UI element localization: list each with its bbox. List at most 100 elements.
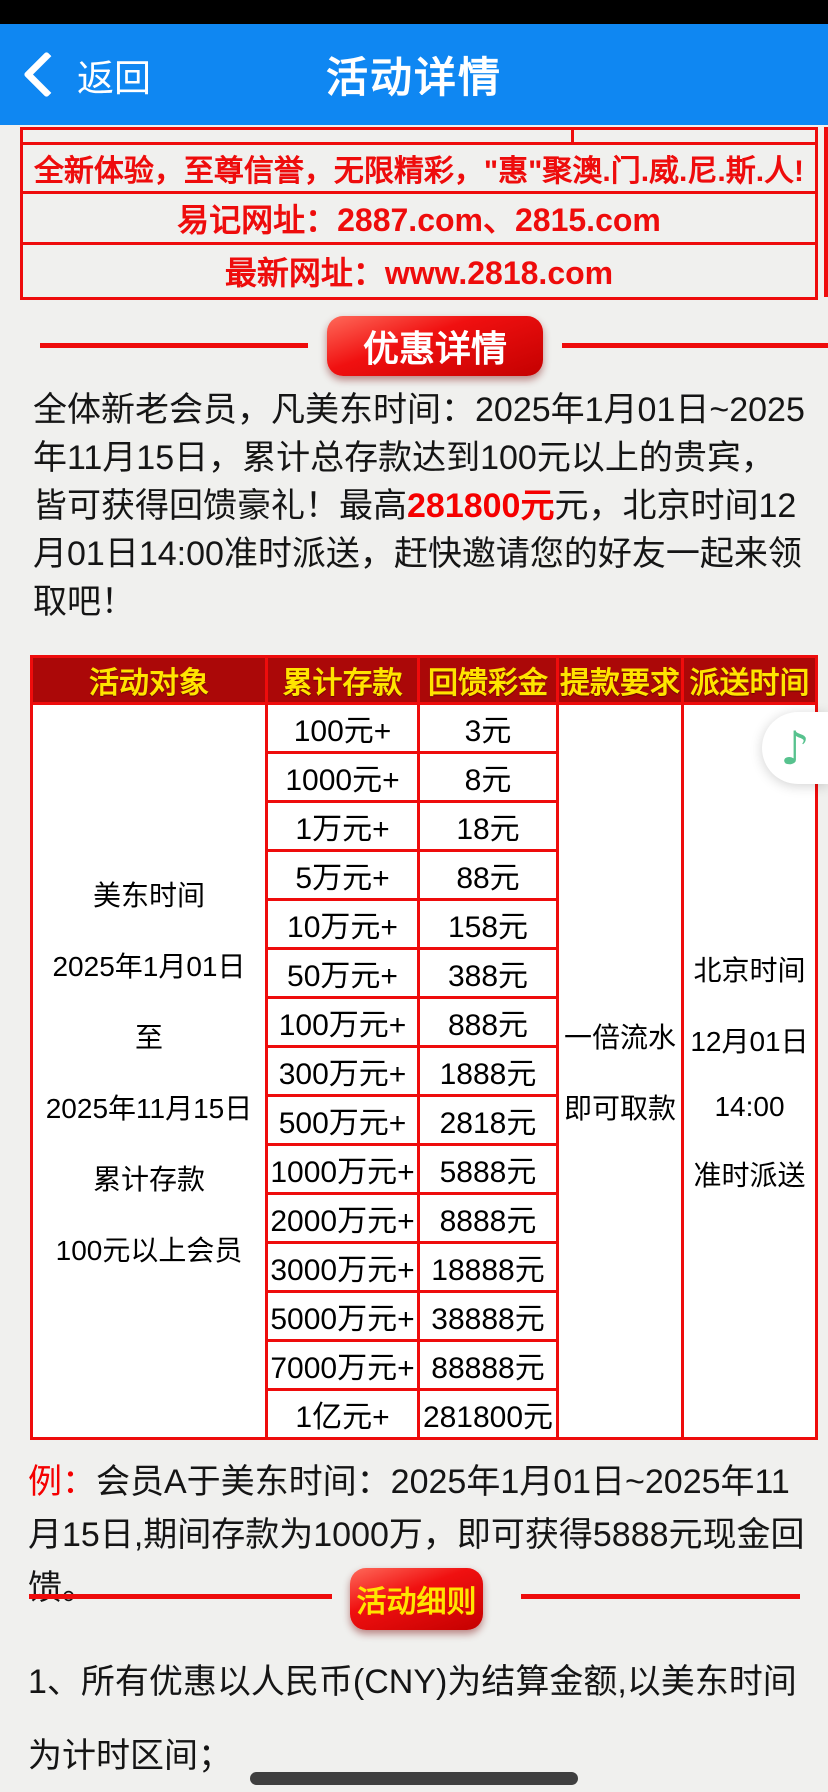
audience-cell: 美东时间 2025年1月01日 至 2025年11月15日 累计存款 100元以… xyxy=(30,702,268,1440)
bonus-cell: 5888元 xyxy=(417,1143,559,1195)
rules-section-badge: 活动细则 xyxy=(350,1568,483,1630)
back-button-label: 返回 xyxy=(77,57,151,99)
banner-clipped-cell xyxy=(571,127,818,145)
deposit-cell: 7000万元+ xyxy=(265,1339,420,1391)
deposit-cell: 500万元+ xyxy=(265,1094,420,1146)
example-text: 例：会员A于美东时间：2025年1月01日~2025年11月15日,期间存款为1… xyxy=(28,1456,806,1615)
audience-line: 100元以上会员 xyxy=(55,1234,243,1266)
audience-line: 美东时间 xyxy=(92,879,205,911)
status-bar xyxy=(0,0,828,24)
table-header-cell: 回馈彩金 xyxy=(417,655,559,705)
details-divider-left xyxy=(40,343,308,348)
delivery-time-cell: 北京时间 12月01日 14:00 准时派送 xyxy=(681,702,818,1440)
bonus-cell: 38888元 xyxy=(417,1290,559,1342)
delivery-line: 准时派送 xyxy=(693,1159,806,1191)
table-row: 5000万元+ 38888元 xyxy=(32,1290,817,1342)
bonus-cell: 88888元 xyxy=(417,1339,559,1391)
rules-divider-right xyxy=(521,1594,800,1599)
chevron-left-icon xyxy=(23,51,70,98)
deposit-cell: 10万元+ xyxy=(265,898,420,950)
deposit-cell: 3000万元+ xyxy=(265,1241,420,1293)
banner-latest-url-row: 最新网址：www.2818.com xyxy=(20,242,818,300)
table-row: 50万元+ 388元 xyxy=(32,947,817,999)
bonus-cell: 158元 xyxy=(417,898,559,950)
promo-max-amount: 281800元 xyxy=(407,487,555,525)
banner-slogan-row: 全新体验，至尊信誉，无限精彩，"惠"聚澳.门.威.尼.斯.人! xyxy=(20,142,818,194)
bonus-cell: 8元 xyxy=(417,751,559,803)
table-row: 2000万元+ 8888元 xyxy=(32,1192,817,1244)
banner-easy-url-row: 易记网址：2887.com、2815.com xyxy=(20,191,818,245)
promo-description: 全体新老会员，凡美东时间：2025年1月01日~2025年11月15日，累计总存… xyxy=(33,386,807,626)
table-header-cell: 累计存款 xyxy=(265,655,420,705)
rules-divider-left xyxy=(29,1594,332,1599)
deposit-cell: 1000万元+ xyxy=(265,1143,420,1195)
table-row: 7000万元+ 88888元 xyxy=(32,1339,817,1391)
table-row: 100万元+ 888元 xyxy=(32,996,817,1048)
table-row: 美东时间 2025年1月01日 至 2025年11月15日 累计存款 100元以… xyxy=(30,702,818,1440)
table-row: 10万元+ 158元 xyxy=(32,898,817,950)
deposit-cell: 5000万元+ xyxy=(265,1290,420,1342)
page-title: 活动详情 xyxy=(325,54,502,101)
deposit-cell: 100元+ xyxy=(265,702,420,754)
music-note-icon: ♪ xyxy=(780,721,810,775)
rule-item-1: 1、所有优惠以人民币(CNY)为结算金额,以美东时间为计时区间； xyxy=(28,1663,797,1775)
details-section-badge: 优惠详情 xyxy=(327,316,543,376)
bonus-cell: 8888元 xyxy=(417,1192,559,1244)
table-header-cell: 活动对象 xyxy=(30,655,268,705)
audience-line: 至 xyxy=(134,1021,163,1053)
table-row: 1000万元+ 5888元 xyxy=(32,1143,817,1195)
music-floating-button[interactable]: ♪ xyxy=(762,712,828,784)
table-row: 1亿元+ 281800元 xyxy=(32,1388,817,1440)
deposit-cell: 100万元+ xyxy=(265,996,420,1048)
table-row: 1万元+ 18元 xyxy=(32,800,817,852)
bonus-cell: 281800元 xyxy=(417,1388,559,1440)
deposit-cell: 1万元+ xyxy=(265,800,420,852)
delivery-line: 14:00 xyxy=(714,1090,785,1122)
table-row: 5万元+ 88元 xyxy=(32,849,817,901)
table-header-cell: 提款要求 xyxy=(556,655,684,705)
details-divider-right xyxy=(562,343,828,348)
promo-description-before: 全体新老会员，凡美东时间：2025年1月01日~2025年11月15日，累计总存… xyxy=(33,391,805,525)
deposit-cell: 5万元+ xyxy=(265,849,420,901)
bonus-cell: 18888元 xyxy=(417,1241,559,1293)
rules-section-title: 活动细则 xyxy=(356,1586,477,1619)
app-bar: 返回 活动详情 xyxy=(0,24,828,125)
banner-clipped-right-border xyxy=(824,127,828,297)
banner-slogan-text: 全新体验，至尊信誉，无限精彩，"惠"聚澳.门.威.尼.斯.人! xyxy=(20,142,818,194)
delivery-line: 12月01日 xyxy=(690,1025,809,1057)
table-row: 500万元+ 2818元 xyxy=(32,1094,817,1146)
home-indicator-bar[interactable] xyxy=(250,1772,578,1785)
audience-line: 累计存款 xyxy=(92,1163,205,1195)
table-row: 300万元+ 1888元 xyxy=(32,1045,817,1097)
table-header-cell: 派送时间 xyxy=(681,655,818,705)
deposit-cell: 2000万元+ xyxy=(265,1192,420,1244)
example-body: 会员A于美东时间：2025年1月01日~2025年11月15日,期间存款为100… xyxy=(28,1463,805,1607)
bonus-cell: 888元 xyxy=(417,996,559,1048)
withdraw-line: 一倍流水 xyxy=(563,1021,676,1053)
deposit-cell: 50万元+ xyxy=(265,947,420,999)
delivery-line: 北京时间 xyxy=(693,954,806,986)
audience-line: 2025年11月15日 xyxy=(45,1092,253,1124)
bonus-cell: 3元 xyxy=(417,702,559,754)
bonus-cell: 1888元 xyxy=(417,1045,559,1097)
banner-clipped-cell xyxy=(20,127,574,145)
back-button[interactable]: 返回 xyxy=(23,24,151,125)
promo-description-after: 元，北京时间12月01日14:00准时派送，赶快邀请您的好友一起来领取吧！ xyxy=(33,487,802,621)
audience-line: 2025年1月01日 xyxy=(52,950,246,982)
table-row: 3000万元+ 18888元 xyxy=(32,1241,817,1293)
banner-easy-url-text: 易记网址：2887.com、2815.com xyxy=(20,191,818,245)
deposit-cell: 1000元+ xyxy=(265,751,420,803)
deposit-cell: 1亿元+ xyxy=(265,1388,420,1440)
bonus-cell: 88元 xyxy=(417,849,559,901)
bonus-table-header-row: 活动对象 累计存款 回馈彩金 提款要求 派送时间 xyxy=(30,655,818,705)
withdraw-requirement-cell: 一倍流水 即可取款 xyxy=(556,702,684,1440)
banner-latest-url-text: 最新网址：www.2818.com xyxy=(20,242,818,300)
banner-clipped-row xyxy=(20,127,818,145)
bonus-cell: 2818元 xyxy=(417,1094,559,1146)
table-row: 1000元+ 8元 xyxy=(32,751,817,803)
example-prefix: 例： xyxy=(28,1463,96,1501)
withdraw-line: 即可取款 xyxy=(563,1092,676,1124)
promo-banner-table: 全新体验，至尊信誉，无限精彩，"惠"聚澳.门.威.尼.斯.人! 易记网址：288… xyxy=(20,127,818,300)
details-section-title: 优惠详情 xyxy=(362,328,507,369)
